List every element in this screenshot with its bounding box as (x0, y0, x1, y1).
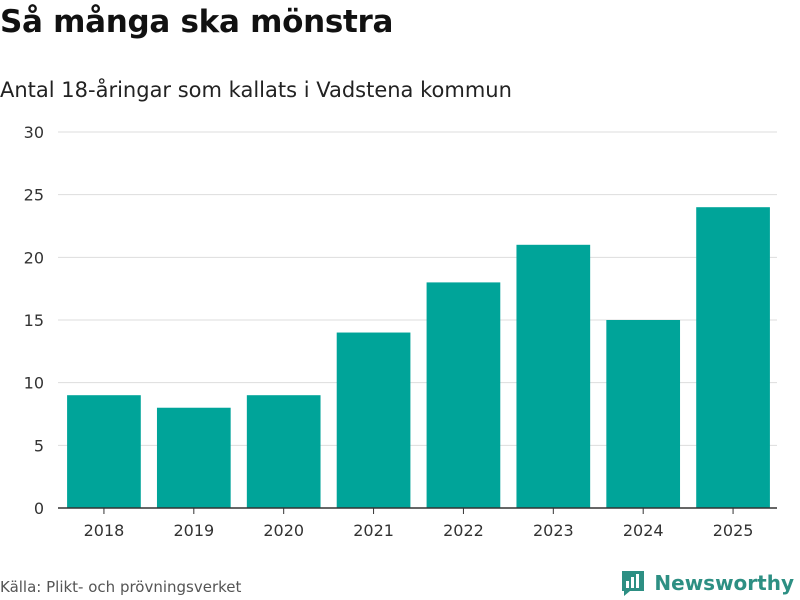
bar-2022 (426, 282, 501, 508)
bar-chart-speech-bubble-icon (622, 571, 645, 596)
bar-2019 (156, 407, 231, 508)
y-tick-label: 30 (24, 123, 44, 142)
y-tick-label: 0 (34, 499, 44, 518)
x-tick-label: 2025 (713, 521, 754, 540)
brand[interactable]: Newsworthy (620, 569, 794, 597)
chart-title: Så många ska mönstra (0, 4, 394, 40)
x-tick-label: 2021 (353, 521, 394, 540)
x-tick-label: 2019 (173, 521, 214, 540)
bar-2018 (67, 395, 141, 508)
y-tick-label: 25 (24, 186, 44, 205)
y-tick-label: 10 (24, 374, 44, 393)
bar-2021 (336, 332, 411, 508)
x-tick-label: 2020 (263, 521, 304, 540)
brand-name: Newsworthy (654, 571, 794, 595)
y-tick-label: 20 (24, 248, 44, 267)
bar-2024 (606, 320, 681, 508)
bar-2023 (516, 244, 591, 509)
x-tick-label: 2023 (533, 521, 574, 540)
bar-2025 (696, 207, 770, 508)
y-tick-label: 5 (34, 436, 44, 455)
chart-subtitle: Antal 18-åringar som kallats i Vadstena … (0, 78, 512, 102)
bar-2020 (246, 395, 321, 508)
source-note: Källa: Plikt- och prövningsverket (0, 578, 242, 596)
x-tick-label: 2024 (623, 521, 664, 540)
bars (67, 207, 770, 509)
y-tick-label: 15 (24, 311, 44, 330)
x-tick-label: 2018 (84, 521, 125, 540)
x-tick-label: 2022 (443, 521, 484, 540)
